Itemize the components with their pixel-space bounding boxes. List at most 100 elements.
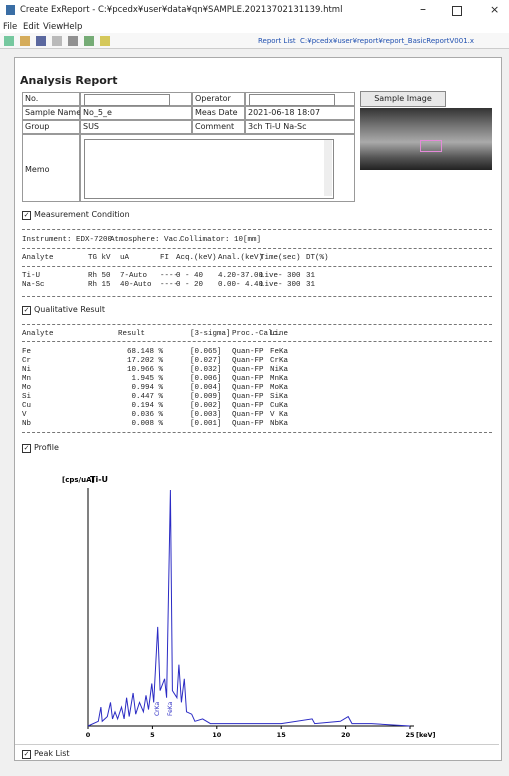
table-cell: Live- 300 xyxy=(260,281,301,289)
chart-title: Ti-U xyxy=(90,475,108,484)
table-cell: Ti-U xyxy=(22,272,41,280)
table-cell: Cu xyxy=(22,402,32,410)
table-cell: ---- xyxy=(160,272,179,280)
table-cell: CuKa xyxy=(270,402,289,410)
toolbar-button[interactable] xyxy=(68,36,78,46)
operator-input[interactable] xyxy=(249,94,335,106)
title-bar xyxy=(0,0,509,20)
separator xyxy=(22,266,492,267)
peak-list-heading-checkbox[interactable]: ✓ xyxy=(22,750,31,759)
table-cell: V Ka xyxy=(270,411,289,419)
atmosphere: Atmosphere: Vac. xyxy=(110,236,183,244)
menu-item[interactable]: Help xyxy=(63,22,83,32)
separator xyxy=(22,296,492,297)
table-cell: 0.194 % xyxy=(131,402,163,410)
table-cell: 0.447 % xyxy=(131,393,163,401)
menu-item[interactable]: File xyxy=(3,22,18,32)
table-cell: [0.004] xyxy=(190,384,222,392)
window-title: Create ExReport - C:¥pcedx¥user¥data¥qn¥… xyxy=(20,5,343,15)
peak-list-heading: Peak List xyxy=(34,749,70,758)
table-cell: FeKa xyxy=(270,348,289,356)
toolbar-button[interactable] xyxy=(84,36,94,46)
x-tick-label: 15 xyxy=(277,731,287,739)
table-header: FI xyxy=(160,254,170,262)
y-axis-label: [cps/uA] xyxy=(62,476,95,484)
toolbar-button[interactable] xyxy=(36,36,46,46)
table-cell: Mn xyxy=(22,375,32,383)
table-cell: [0.032] xyxy=(190,366,222,374)
group: SUS xyxy=(80,120,192,134)
app-icon xyxy=(6,5,15,15)
toolbar-button[interactable] xyxy=(4,36,14,46)
table-cell: NiKa xyxy=(270,366,289,374)
report-title: Analysis Report xyxy=(20,74,118,87)
memo-input[interactable] xyxy=(84,139,334,199)
sample-image-mark xyxy=(420,140,442,152)
comment-label: Comment xyxy=(192,120,245,134)
toolbar-button[interactable] xyxy=(20,36,30,46)
maximize-button[interactable] xyxy=(452,6,462,16)
table-cell: MnKa xyxy=(270,375,289,383)
table-cell: ---- xyxy=(160,281,179,289)
table-cell: 31 xyxy=(306,281,316,289)
memo-label xyxy=(22,134,80,202)
table-cell: Quan-FP xyxy=(232,366,264,374)
qualitative-heading-checkbox[interactable]: ✓ xyxy=(22,306,31,315)
separator xyxy=(22,248,492,249)
table-cell: Live- 300 xyxy=(260,272,301,280)
profile-chart: [cps/uA]Ti-U 0 5 10 15 20 25 [keV] FeKa CrKa xyxy=(62,475,436,739)
table-cell: SiKa xyxy=(270,393,289,401)
table-cell: Fe xyxy=(22,348,32,356)
table-cell: CrKa xyxy=(270,357,289,365)
close-button[interactable]: × xyxy=(490,3,500,16)
peak-label: CrKa xyxy=(154,702,161,716)
collimator: Collimator: 10[mm] xyxy=(180,236,262,244)
x-tick-label: 25 xyxy=(405,731,415,739)
no-input[interactable] xyxy=(84,94,170,106)
table-cell: Quan-FP xyxy=(232,411,264,419)
menu-bar xyxy=(0,20,509,33)
operator-label: Operator xyxy=(192,92,245,106)
instrument: Instrument: EDX-7200 xyxy=(22,236,113,244)
report-list-link[interactable]: Report List xyxy=(258,37,296,45)
measurement-heading: Measurement Condition xyxy=(34,210,130,219)
table-cell: [0.001] xyxy=(190,420,222,428)
table-header: Line xyxy=(270,330,289,338)
measurement-heading-checkbox[interactable]: ✓ xyxy=(22,211,31,220)
menu-item[interactable]: Edit xyxy=(23,22,40,32)
table-cell: Na-Sc xyxy=(22,281,45,289)
qualitative-heading: Qualitative Result xyxy=(34,305,106,314)
table-cell: Rh 15 xyxy=(88,281,111,289)
table-header: uA xyxy=(120,254,130,262)
table-cell: Quan-FP xyxy=(232,402,264,410)
toolbar-button[interactable] xyxy=(52,36,62,46)
menu-item[interactable]: View xyxy=(43,22,64,32)
table-cell: 0.00- 4.40 xyxy=(218,281,264,289)
minimize-button[interactable]: – xyxy=(420,2,426,16)
table-cell: Quan-FP xyxy=(232,357,264,365)
memo-cell xyxy=(80,134,355,202)
table-cell: 0.036 % xyxy=(131,411,163,419)
table-header: TG kV xyxy=(88,254,111,262)
table-cell: 68.148 % xyxy=(126,348,163,356)
spectrum-line xyxy=(87,489,411,727)
separator xyxy=(22,432,492,433)
table-cell: Quan-FP xyxy=(232,384,264,392)
sample-image-button[interactable]: Sample Image xyxy=(360,91,446,107)
table-header: Result xyxy=(118,330,146,338)
memo-label-text: Memo xyxy=(25,165,50,174)
separator xyxy=(22,324,492,325)
toolbar-button[interactable] xyxy=(100,36,110,46)
group-label: Group xyxy=(22,120,80,134)
table-cell: Si xyxy=(22,393,32,401)
meas-date: 2021-06-18 18:07 xyxy=(245,106,355,120)
comment: 3ch Ti-U Na-Sc xyxy=(245,120,355,134)
meas-date-label: Meas Date xyxy=(192,106,245,120)
table-cell: Nb xyxy=(22,420,32,428)
sample-image xyxy=(360,108,492,170)
peak-label: FeKa xyxy=(167,701,174,716)
profile-heading-checkbox[interactable]: ✓ xyxy=(22,444,31,453)
report-path: C:¥pcedx¥user¥report¥report_BasicReportV… xyxy=(300,37,475,45)
table-cell: MoKa xyxy=(270,384,289,392)
